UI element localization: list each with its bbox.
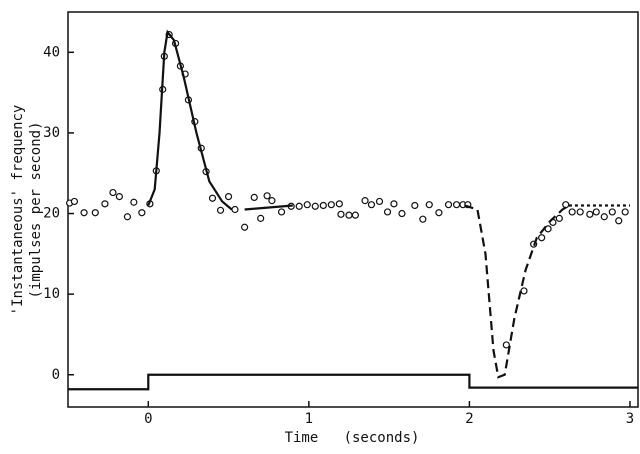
x-tick-label: 1 bbox=[305, 411, 313, 427]
data-point bbox=[319, 201, 327, 210]
data-point bbox=[576, 208, 584, 216]
data-point bbox=[80, 209, 88, 217]
data-point bbox=[375, 197, 384, 206]
data-point bbox=[109, 188, 117, 197]
data-point bbox=[335, 200, 343, 208]
data-point bbox=[425, 201, 433, 209]
data-point bbox=[444, 201, 453, 209]
data-point bbox=[345, 211, 353, 219]
data-point bbox=[311, 202, 319, 210]
data-point bbox=[216, 206, 225, 214]
data-point bbox=[101, 200, 109, 208]
data-point bbox=[130, 198, 138, 206]
data-point bbox=[250, 193, 258, 202]
data-point bbox=[303, 201, 311, 209]
data-point bbox=[435, 209, 443, 217]
data-point bbox=[419, 215, 427, 223]
data-point bbox=[555, 214, 563, 222]
data-point bbox=[568, 208, 576, 216]
y-axis-label: (impulses per second) bbox=[28, 121, 44, 298]
x-tick-label: 2 bbox=[465, 411, 473, 427]
line-series bbox=[147, 29, 293, 211]
data-point bbox=[327, 201, 335, 209]
y-tick-label: 40 bbox=[43, 44, 60, 60]
x-axis-label: Time (seconds) bbox=[285, 430, 420, 446]
data-point bbox=[411, 201, 419, 210]
data-point bbox=[337, 210, 345, 218]
data-point bbox=[263, 192, 271, 200]
data-point bbox=[277, 208, 286, 216]
data-point bbox=[592, 208, 600, 216]
data-point bbox=[351, 211, 360, 219]
data-point bbox=[241, 223, 249, 231]
data-point bbox=[361, 197, 369, 205]
data-point bbox=[295, 202, 303, 210]
y-tick-label: 30 bbox=[43, 125, 60, 141]
line-series bbox=[464, 204, 570, 379]
data-point bbox=[390, 200, 398, 208]
data-point bbox=[268, 197, 276, 205]
x-tick-label: 0 bbox=[144, 411, 152, 427]
data-point bbox=[520, 287, 528, 295]
data-point bbox=[208, 194, 217, 202]
data-point bbox=[367, 201, 376, 209]
line-series bbox=[68, 373, 638, 391]
data-point bbox=[608, 208, 616, 216]
data-point bbox=[621, 208, 629, 216]
data-point bbox=[224, 193, 233, 201]
data-point bbox=[123, 213, 132, 221]
data-point bbox=[91, 209, 99, 217]
data-point bbox=[70, 197, 79, 206]
data-point bbox=[586, 210, 594, 218]
data-point bbox=[398, 209, 406, 218]
data-point bbox=[600, 213, 608, 221]
y-tick-label: 0 bbox=[52, 367, 60, 383]
y-tick-label: 10 bbox=[43, 286, 60, 302]
data-point bbox=[615, 217, 623, 225]
data-point bbox=[502, 341, 510, 349]
plot-frame bbox=[67, 11, 639, 408]
data-point bbox=[231, 205, 239, 214]
data-point bbox=[452, 201, 461, 209]
data-point bbox=[538, 234, 546, 242]
data-point bbox=[115, 193, 123, 201]
y-tick-label: 20 bbox=[43, 206, 60, 222]
data-point bbox=[257, 214, 265, 222]
data-point bbox=[138, 209, 146, 217]
data-point bbox=[383, 208, 392, 216]
y-axis-label: 'Instantaneous' frequency bbox=[10, 105, 26, 316]
x-tick-label: 3 bbox=[626, 411, 634, 427]
